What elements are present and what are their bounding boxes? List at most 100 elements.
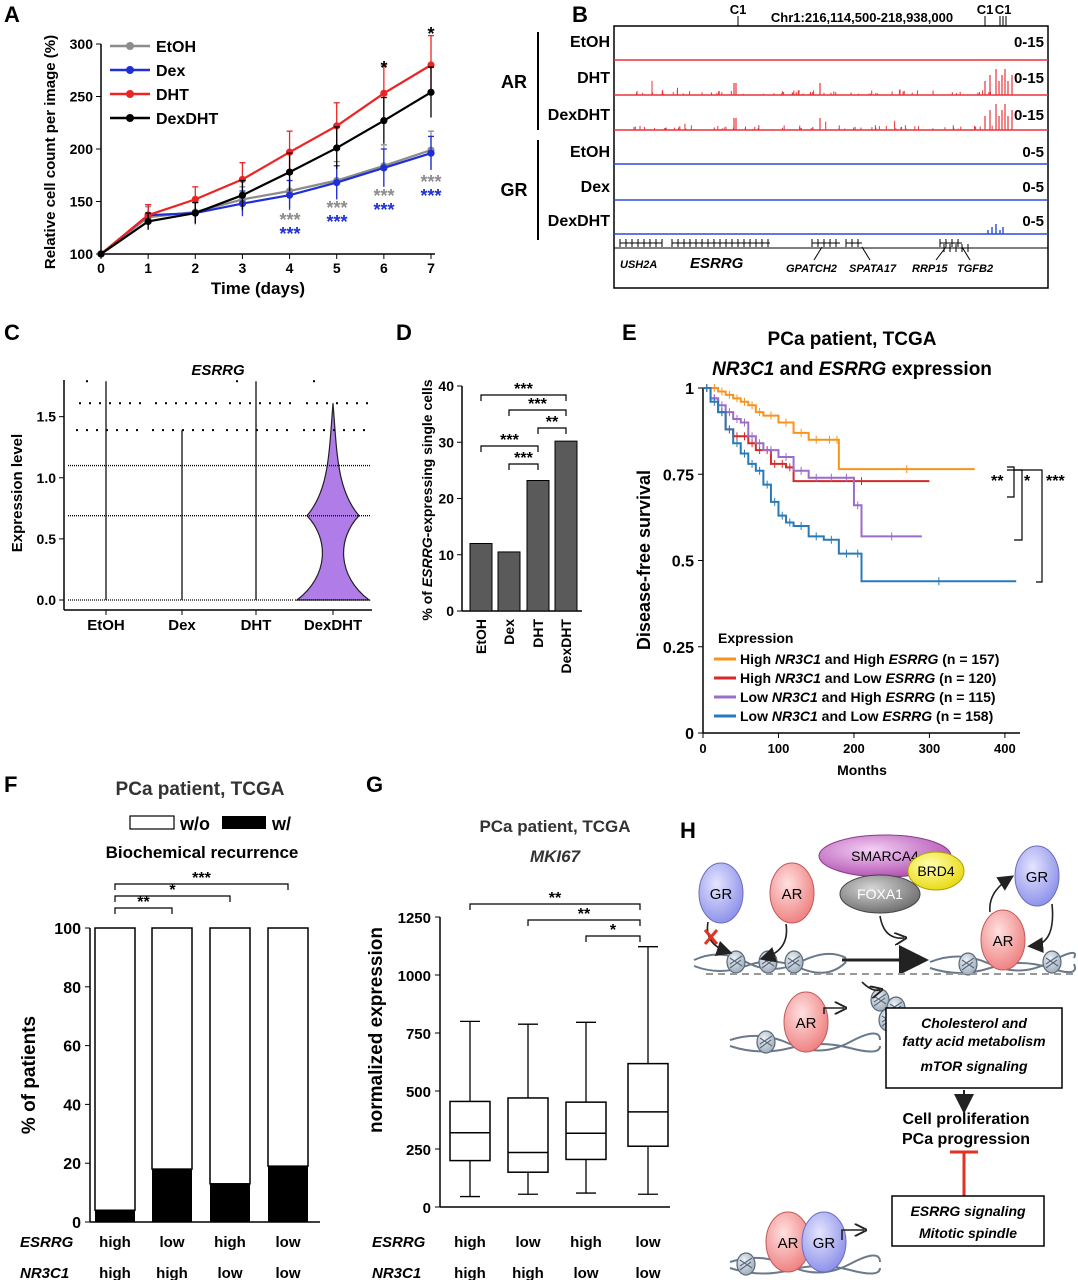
row2-value: high (454, 1265, 486, 1280)
panel-e-ylabel: Disease-free survival (634, 470, 654, 650)
sig-label: ** (546, 414, 559, 431)
data-point (191, 195, 199, 203)
sig-gray-d5: *** (326, 198, 347, 218)
row2-value: high (156, 1265, 188, 1280)
sig-blue-d6: *** (373, 200, 394, 220)
panel-f-significance: ****** (114, 870, 289, 914)
data-point (238, 175, 247, 184)
data-point (144, 217, 152, 226)
panel-f-row2-label: NR3C1 (20, 1265, 69, 1280)
c1-label-3: C1 (995, 2, 1012, 17)
legend-etoh: EtOH (156, 39, 196, 56)
x-tick-label: Dex (168, 617, 196, 634)
panel-e-xlabel: Months (837, 762, 887, 778)
row2-value: high (512, 1265, 544, 1280)
svg-text:mTOR signaling: mTOR signaling (920, 1058, 1028, 1074)
panel-f-subtitle: Biochemical recurrence (106, 843, 299, 862)
svg-text:BRD4: BRD4 (917, 863, 955, 879)
row2-value: low (276, 1265, 301, 1280)
panel-label-b: B (572, 2, 588, 27)
jitter-dot (226, 429, 228, 432)
legend-w: w/ (271, 814, 291, 834)
svg-text:fatty acid metabolism: fatty acid metabolism (902, 1033, 1045, 1049)
sig-label: ** (549, 890, 562, 907)
y-tick-label: 60 (63, 1039, 81, 1056)
panel-a-series (97, 34, 435, 258)
data-point (191, 209, 199, 217)
y-tick-label: 250 (70, 89, 94, 105)
sig-bracket (527, 919, 641, 926)
gene-tgfb2: TGFB2 (957, 263, 993, 275)
track-range-ar-etoh: 0-15 (1014, 34, 1044, 51)
protein-ar-2: AR (980, 909, 1026, 971)
jitter-dot (269, 402, 271, 405)
sig-black-d7: * (427, 24, 434, 44)
jitter-dot (343, 429, 345, 432)
protein-gr-2: GR (1014, 845, 1060, 907)
jitter-dot (106, 429, 108, 432)
panel-a-significance: *** *** *** *** *** *** *** *** * * (279, 24, 441, 244)
y-tick-label: 300 (70, 36, 94, 52)
svg-text:AR: AR (782, 886, 803, 903)
sig-bracket (537, 427, 567, 434)
jitter-dot (172, 429, 174, 432)
panel-e-survival: PCa patient, TCGA NR3C1 and ESRRG expres… (634, 329, 1065, 778)
nucleosome-icon (784, 950, 804, 974)
pathway-box-1: Cholesterol and fatty acid metabolism mT… (885, 1007, 1063, 1089)
panel-g-group-rows: high high low high high low low low (454, 1234, 661, 1280)
x-tick-label: 4 (286, 260, 294, 276)
jitter-dot (279, 402, 281, 405)
y-tick-label: 40 (63, 1097, 81, 1114)
track-range-ar-dexdht: 0-15 (1014, 107, 1044, 124)
bar-etoh (469, 543, 493, 612)
violin-dexdht (295, 403, 371, 601)
y-tick-label: 30 (438, 434, 454, 450)
jitter-dot (119, 402, 121, 405)
panel-a-ylabel: Relative cell count per image (%) (42, 35, 59, 269)
jitter-dot (152, 429, 154, 432)
inhibition-icon (950, 1150, 978, 1196)
gene-ush2a: USH2A (620, 259, 657, 271)
sig-bracket (469, 903, 641, 910)
x-tick-label: DexDHT (558, 619, 574, 674)
x-tick-label: EtOH (473, 619, 489, 654)
jitter-dot (303, 429, 305, 432)
y-tick-label: 0.5 (37, 531, 57, 547)
gene-rrp15: RRP15 (912, 263, 948, 275)
jitter-dot (162, 429, 164, 432)
x-tick-label: 100 (768, 741, 790, 756)
legend-e-1: High NR3C1 and High ESRRG (n = 157) (740, 651, 999, 667)
row1-value: high (570, 1234, 602, 1251)
track-label-gr-dexdht: DexDHT (548, 213, 610, 230)
y-tick-label: 0.0 (37, 592, 57, 608)
sig-gray-d6: *** (373, 186, 394, 206)
svg-text:AR: AR (778, 1235, 799, 1252)
panel-g-gene: MKI67 (530, 847, 582, 866)
outcome-progression: PCa progression (902, 1131, 1030, 1148)
outcome-proliferation: Cell proliferation (902, 1111, 1029, 1128)
x-tick-label: 6 (380, 260, 388, 276)
panel-e-curves (703, 384, 1017, 586)
data-point (333, 179, 341, 187)
sig-bracket (585, 935, 641, 942)
diagram-arrows (706, 875, 1054, 1240)
jitter-dot (99, 402, 101, 405)
track-range-ar-dht: 0-15 (1014, 70, 1044, 87)
x-tick-label: DHT (530, 619, 546, 648)
protein-ar-3: AR (783, 991, 829, 1053)
row2-value: high (99, 1265, 131, 1280)
sig-gray-d7: *** (420, 172, 441, 192)
row2-value: low (218, 1265, 243, 1280)
data-point (97, 250, 105, 258)
sig-e-1: ** (991, 473, 1004, 490)
y-tick-label: 0 (685, 726, 694, 743)
sig-bracket (114, 883, 289, 890)
svg-text:Mitotic spindle: Mitotic spindle (919, 1225, 1017, 1241)
sig-bracket (508, 409, 567, 416)
panel-f-stacked-bars: PCa patient, TCGA w/o w/ Biochemical rec… (19, 779, 320, 1280)
nucleosome-icon (726, 950, 746, 974)
panel-b-coordinate: Chr1:216,114,500-218,938,000 (771, 10, 953, 25)
